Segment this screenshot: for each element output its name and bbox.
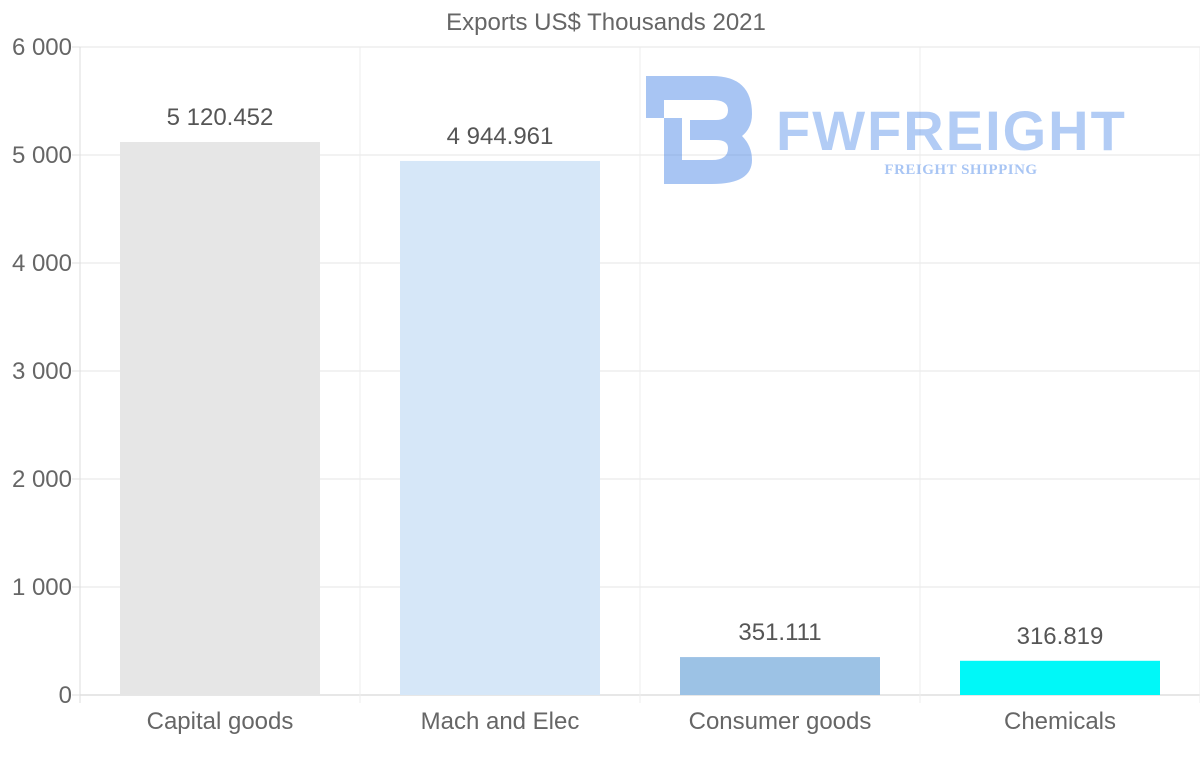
x-tick-label: Capital goods xyxy=(147,708,294,735)
y-tick-label: 1 000 xyxy=(12,574,72,601)
x-axis: Capital goods Mach and Elec Consumer goods… xyxy=(147,708,1116,735)
data-label: 5 120.452 xyxy=(167,104,274,131)
bar[interactable] xyxy=(400,160,600,695)
y-axis: 0 1 000 2 000 3 000 4 000 5 000 6 000 xyxy=(12,34,80,709)
y-tick-label: 2 000 xyxy=(12,466,72,493)
watermark-logo xyxy=(646,76,752,184)
y-tick-label: 3 000 xyxy=(12,358,72,385)
chart-title: Exports US$ Thousands 2021 xyxy=(446,9,766,36)
x-tick-label: Mach and Elec xyxy=(421,708,580,735)
bar[interactable] xyxy=(680,657,880,695)
x-tick-label: Consumer goods xyxy=(689,708,872,735)
x-tick-label: Chemicals xyxy=(1004,708,1116,735)
data-labels: 5 120.452 4 944.961 351.111 316.819 xyxy=(167,104,1104,650)
bar[interactable] xyxy=(960,660,1160,695)
data-label: 4 944.961 xyxy=(447,123,554,150)
data-label: 316.819 xyxy=(1017,623,1104,650)
y-tick-label: 4 000 xyxy=(12,250,72,277)
fw-logo-icon xyxy=(646,76,752,184)
y-tick-label: 0 xyxy=(59,682,72,709)
data-label: 351.111 xyxy=(738,619,821,646)
watermark-brand: FWFREIGHT xyxy=(776,99,1127,162)
bar[interactable] xyxy=(120,141,320,695)
y-tick-label: 5 000 xyxy=(12,142,72,169)
watermark-tagline: FREIGHT SHIPPING xyxy=(884,162,1037,178)
bar-series xyxy=(120,141,1160,695)
y-tick-label: 6 000 xyxy=(12,34,72,61)
